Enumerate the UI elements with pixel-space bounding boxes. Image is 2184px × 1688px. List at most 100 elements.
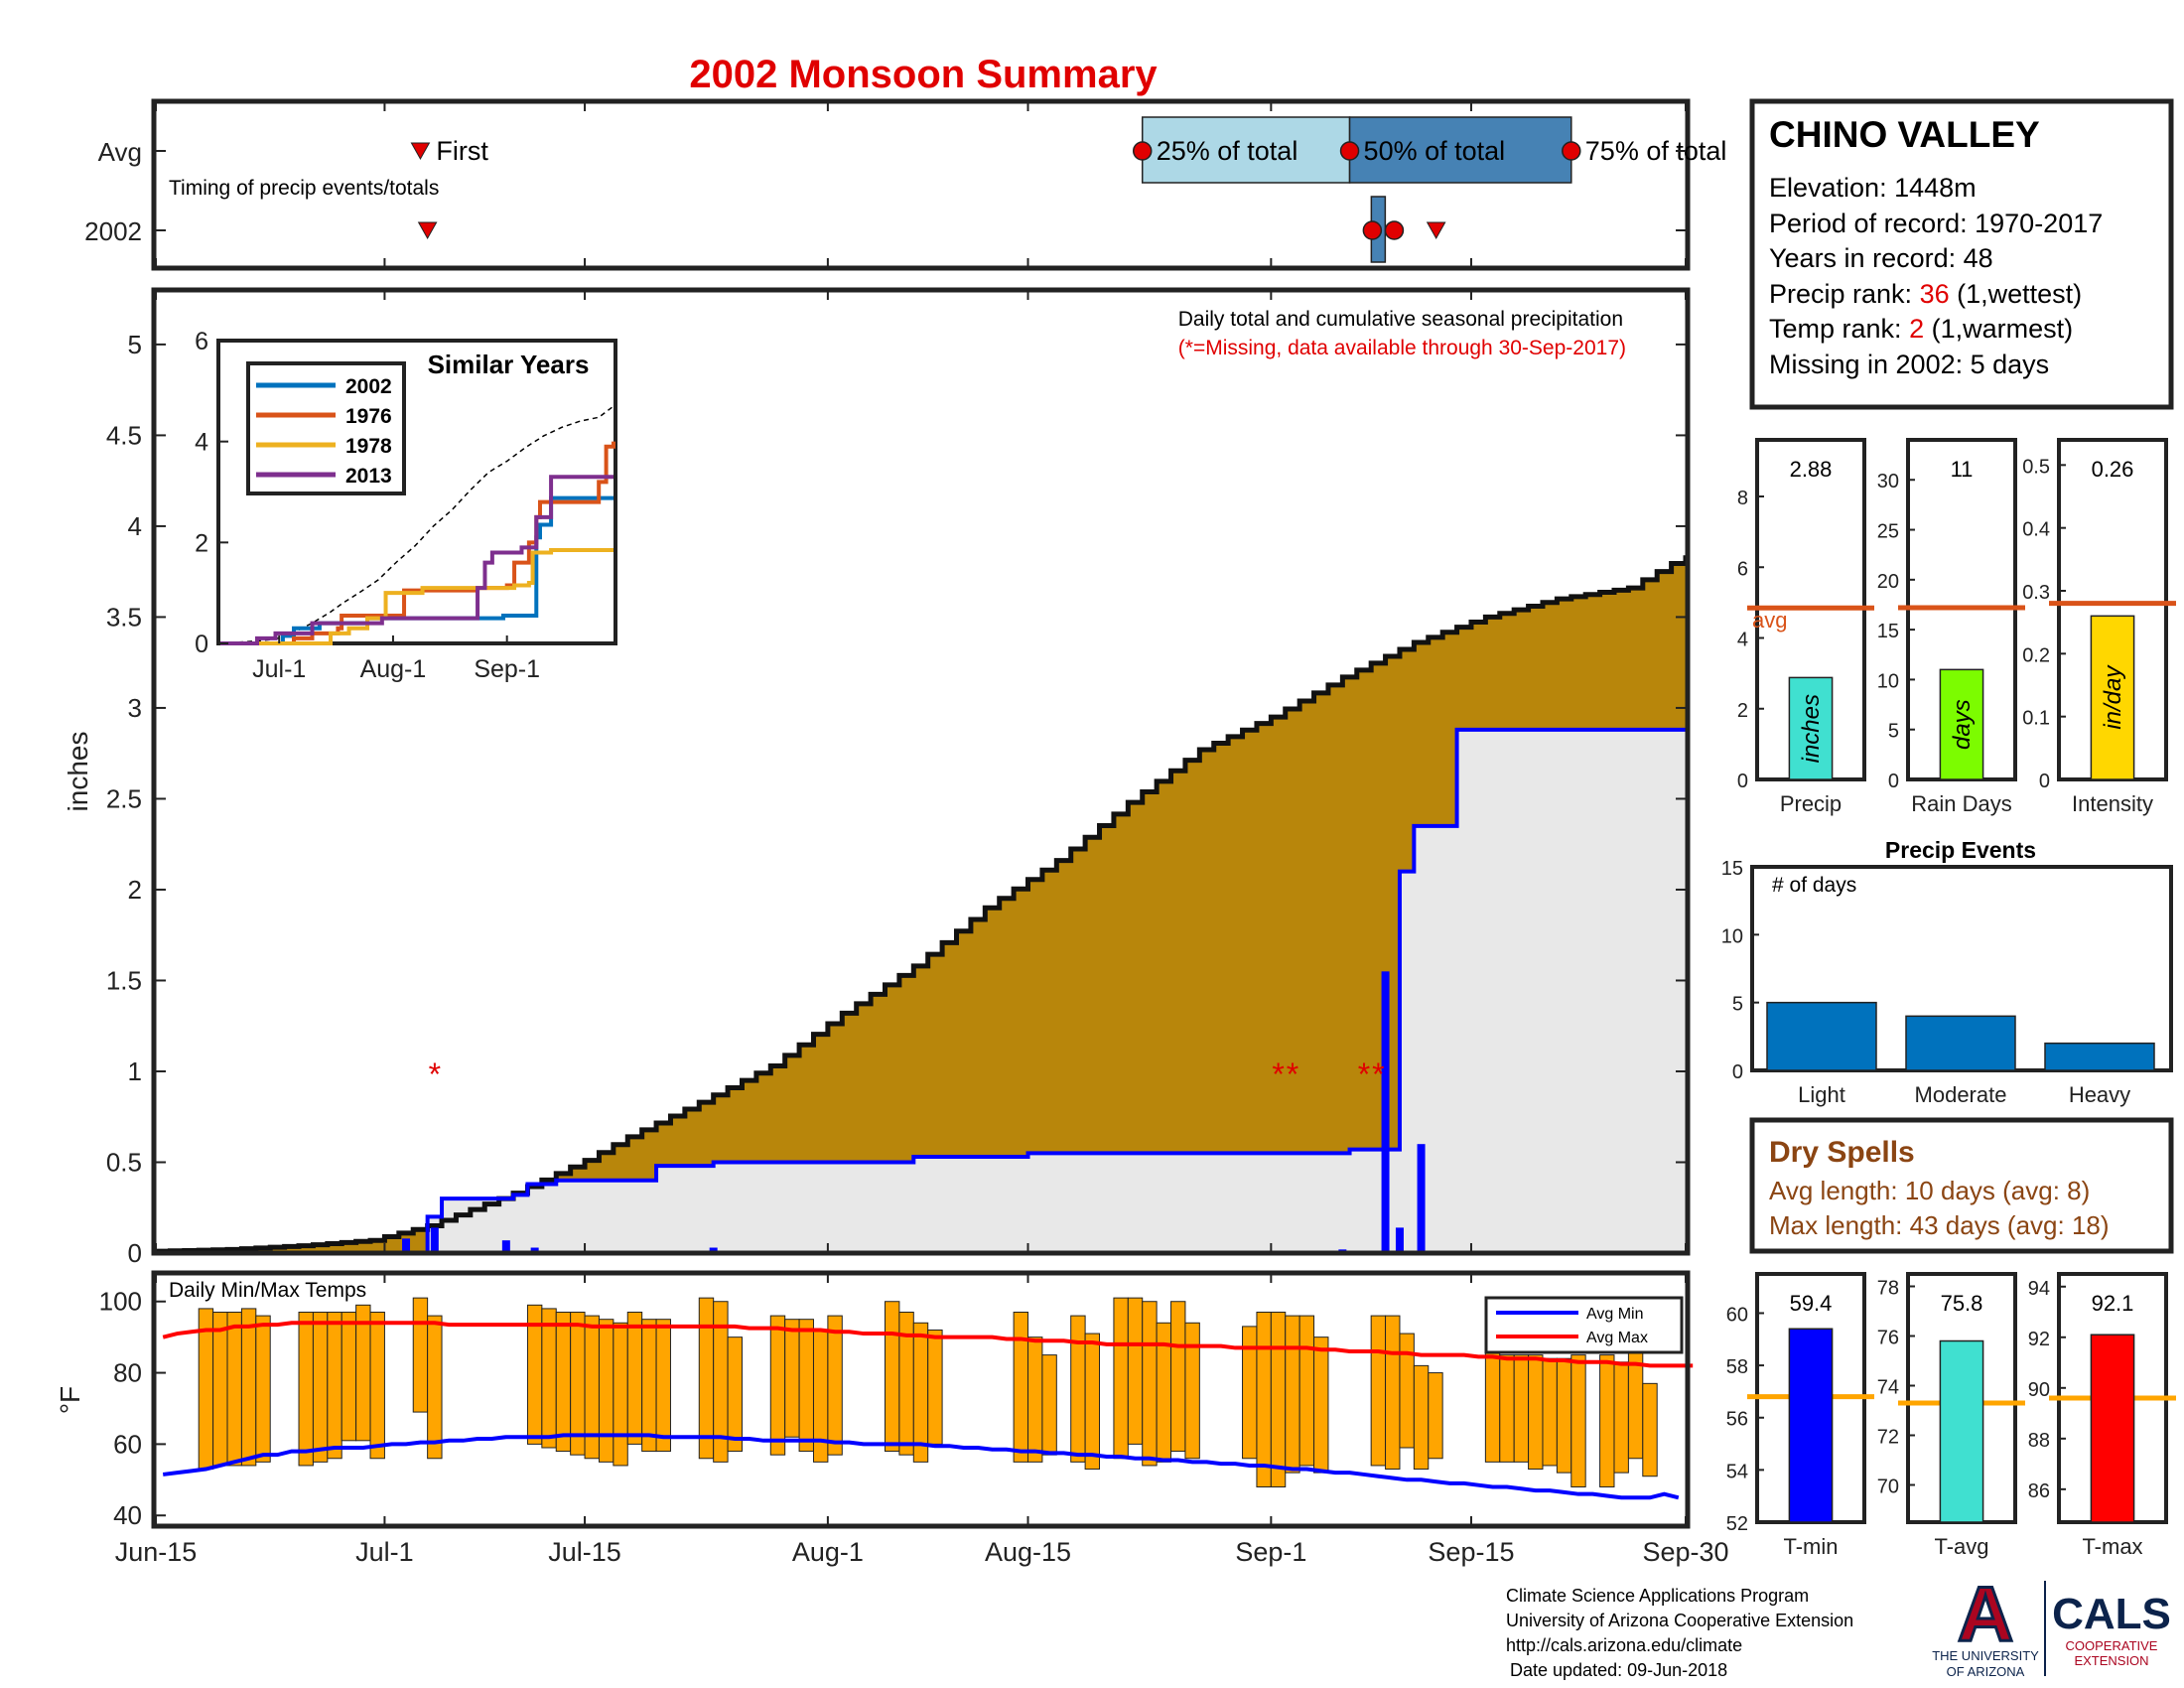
- tavg-stat-ytick-label: 76: [1877, 1328, 1899, 1349]
- station-temp-rank: Temp rank: 2 (1,warmest): [1769, 314, 2073, 344]
- raindays-stat-value: 11: [1951, 457, 1974, 482]
- avg-p75-marker: [1562, 141, 1581, 161]
- year-cumulative-area: [156, 729, 1686, 1253]
- inset-title: Similar Years: [428, 350, 590, 379]
- events-ytick-label: 10: [1721, 925, 1743, 947]
- raindays-stat-ytick-label: 15: [1877, 621, 1899, 642]
- precip-rank-note: (1,wettest): [1957, 279, 2082, 309]
- first-label: First: [436, 136, 488, 166]
- precip-ytick-label: 0: [128, 1238, 142, 1268]
- events-layer: Light Moderate Heavy 0 5 10 15: [1721, 858, 2155, 1107]
- temp-range-bar: [727, 1336, 743, 1453]
- temp-range-bar: [1513, 1354, 1530, 1463]
- temp-range-bar: [626, 1312, 643, 1445]
- tmin-stat-ytick-label: 58: [1726, 1356, 1748, 1378]
- precip-events: Precip Events # of days Light Moderate Hea…: [1721, 837, 2173, 1107]
- temp-range-bar: [369, 1312, 385, 1460]
- daily-precip-bar: [1381, 971, 1390, 1253]
- station-years: Years in record: 48: [1769, 243, 1993, 273]
- tmin-stat-ytick-label: 60: [1726, 1304, 1748, 1326]
- temp-range-bar: [427, 1315, 443, 1460]
- temp-ylabel: °F: [55, 1386, 85, 1414]
- inset-series-2002: [220, 495, 614, 645]
- intensity-stat-ytick-label: 0.3: [2022, 582, 2050, 604]
- temp-range-bar: [1127, 1297, 1144, 1445]
- temp-range-bar: [1370, 1315, 1387, 1467]
- temp-range-bar: [1070, 1315, 1086, 1463]
- daily-precip-bar: [402, 1238, 411, 1253]
- station-name: CHINO VALLEY: [1769, 114, 2040, 155]
- temp-range-bar: [1542, 1357, 1558, 1467]
- dry-avg: Avg length: 10 days (avg: 8): [1769, 1176, 2090, 1205]
- date-axis: Jun-15 Jul-1 Jul-15 Aug-1 Aug-15 Sep-1 Sep-15 S…: [115, 101, 1729, 1567]
- events-ytick-label: 0: [1732, 1061, 1743, 1083]
- tavg-stat-ytick-label: 70: [1877, 1477, 1899, 1498]
- temp-range-bar: [541, 1308, 557, 1449]
- temp-range-bar: [327, 1312, 342, 1460]
- avg-cumulative-area: [156, 555, 1686, 1253]
- temp-range-bar: [613, 1322, 628, 1467]
- inset-ytick-label: 0: [195, 631, 208, 658]
- raindays-stat-ytick-label: 10: [1877, 670, 1899, 692]
- avg-max-line: [162, 1321, 1694, 1368]
- precip-stat-bar: [1788, 676, 1834, 780]
- temp-ytick-label: 60: [113, 1429, 142, 1459]
- temp-range-bar: [255, 1315, 271, 1463]
- date-tick-label: Sep-30: [1642, 1537, 1728, 1567]
- date-tick-label: Jun-15: [115, 1537, 198, 1567]
- intensity-stat-label: Intensity: [2072, 791, 2153, 816]
- temp-range-bar: [355, 1304, 371, 1442]
- raindays-stat-ytick-label: 0: [1888, 771, 1899, 792]
- date-tick-label: Aug-15: [985, 1537, 1071, 1567]
- temp-range-bar: [1041, 1354, 1057, 1456]
- temp-range-bar: [1484, 1350, 1501, 1463]
- temp-range-bar: [226, 1312, 242, 1467]
- temp-range-bar: [1256, 1312, 1272, 1487]
- temp-range-bar: [212, 1312, 228, 1467]
- dry-max: Max length: 43 days (avg: 18): [1769, 1210, 2110, 1240]
- period-label: Period of record:: [1769, 209, 1968, 238]
- intensity-stat-unit: in/day: [2100, 664, 2126, 730]
- temp-range-bar: [341, 1312, 357, 1442]
- events-category-label: Light: [1798, 1082, 1845, 1107]
- precip-panel: * * * * * 00.511.522.533.544.55 inches Daily…: [63, 287, 1691, 1268]
- elevation-label: Elevation:: [1769, 173, 1887, 203]
- p50-label: 50% of total: [1364, 136, 1506, 166]
- temp-range-bar: [1285, 1315, 1300, 1474]
- inset-ytick-label: 6: [195, 328, 208, 355]
- events-ytick-label: 5: [1732, 994, 1743, 1016]
- precip-note-1: Daily total and cumulative seasonal prec…: [1178, 308, 1623, 331]
- daily-precip-bar: [1395, 1227, 1404, 1253]
- raindays-stat-label: Rain Days: [1911, 791, 2011, 816]
- intensity-stat-ytick-label: 0.4: [2022, 519, 2050, 541]
- tmin-stat-ytick-label: 56: [1726, 1409, 1748, 1431]
- avg-min-line: [162, 1433, 1680, 1500]
- raindays-stat-ytick-label: 20: [1877, 571, 1899, 593]
- events-bar-moderate: [1905, 1015, 2016, 1071]
- intensity-stat-value: 0.26: [2092, 457, 2134, 482]
- temp-range-bar: [698, 1297, 715, 1460]
- timing-year-label: 2002: [84, 216, 142, 246]
- tmax-stat-ytick-label: 86: [2028, 1480, 2050, 1502]
- precip-stat-avg-label: avg: [1752, 608, 1787, 633]
- temp-range-bar: [655, 1319, 671, 1453]
- season-stats: 2.88 inches avg 0 2 4 6 8 Precip 11 days 0 5 10 15 20 25…: [1737, 438, 2176, 816]
- temp-rank-value: 2: [1909, 314, 1924, 344]
- year-p25-marker: [1362, 220, 1383, 240]
- period-value: 1970-2017: [1975, 209, 2103, 238]
- tavg-stat-bar: [1939, 1339, 1984, 1523]
- intensity-stat-bar: [2090, 615, 2135, 780]
- temp-range-bar: [1113, 1297, 1129, 1460]
- cals-coop-1: COOPERATIVE: [2066, 1638, 2158, 1653]
- inset-legend-label-2002: 2002: [345, 375, 392, 398]
- precip-note-2: (*=Missing, data available through 30-Se…: [1178, 337, 1626, 359]
- university-logo: A THE UNIVERSITY OF ARIZONA CALS COOPERA…: [1932, 1569, 2171, 1680]
- events-category-label: Heavy: [2069, 1082, 2130, 1107]
- similar-years-inset: 0 2 4 6 Jul-1 Aug-1 Sep-1 Similar Years 2002 19…: [195, 328, 617, 683]
- temp-range-bar: [1627, 1350, 1644, 1460]
- temp-layer: 40 60 80 100: [99, 1287, 1694, 1530]
- tmin-stat-label: T-min: [1784, 1534, 1839, 1559]
- temp-range-bar: [798, 1319, 814, 1453]
